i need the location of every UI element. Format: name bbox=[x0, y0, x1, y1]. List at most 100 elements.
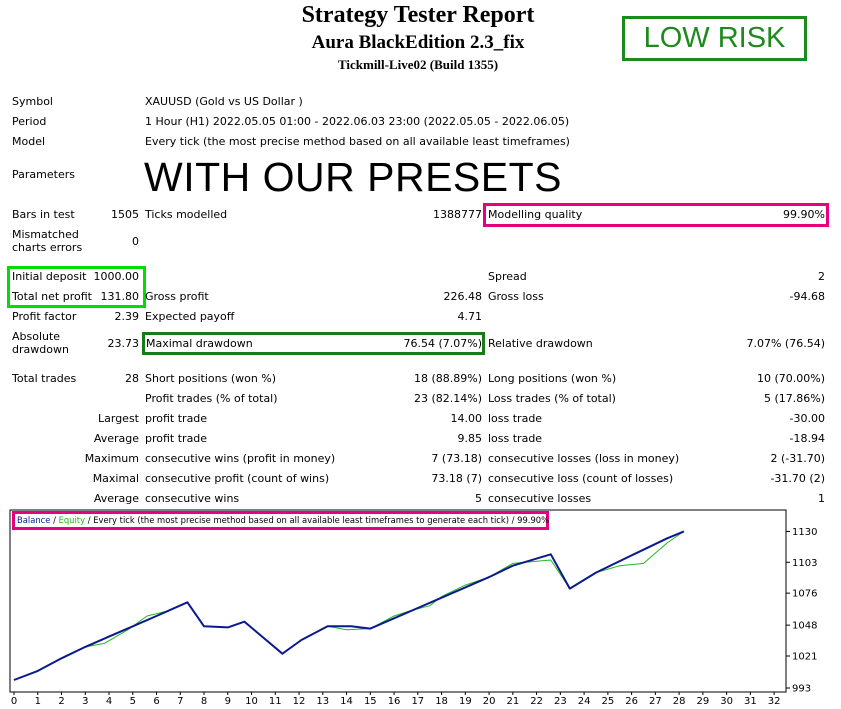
gross-loss-label: Gross loss bbox=[488, 290, 544, 303]
bars-value: 1505 bbox=[111, 208, 139, 221]
x-tick-label: 31 bbox=[744, 696, 757, 707]
x-tick-label: 6 bbox=[153, 696, 159, 707]
x-tick-label: 24 bbox=[578, 696, 591, 707]
y-tick-label: 1103 bbox=[792, 558, 817, 569]
period-label: Period bbox=[12, 115, 47, 128]
x-tick-label: 8 bbox=[201, 696, 207, 707]
y-tick-label: 1021 bbox=[792, 652, 817, 663]
low-risk-text: LOW RISK bbox=[643, 22, 786, 54]
average-consecutive-label: Average bbox=[93, 492, 139, 505]
x-tick-label: 30 bbox=[720, 696, 733, 707]
avg-consecutive-wins-label: consecutive wins bbox=[145, 492, 240, 505]
profit-factor-value: 2.39 bbox=[114, 310, 140, 323]
max-consecutive-losses-value: 2 (-31.70) bbox=[770, 452, 825, 465]
x-tick-label: 2 bbox=[58, 696, 64, 707]
x-tick-label: 21 bbox=[506, 696, 519, 707]
largest-profit-value: 14.00 bbox=[450, 412, 483, 425]
loss-trades-value: 5 (17.86%) bbox=[763, 392, 825, 405]
average-label: Average bbox=[93, 432, 139, 445]
x-tick-label: 7 bbox=[177, 696, 183, 707]
x-tick-label: 23 bbox=[554, 696, 567, 707]
symbol-value: XAUUSD (Gold vs US Dollar ) bbox=[145, 95, 303, 108]
y-tick-label: 1048 bbox=[792, 621, 817, 632]
x-tick-label: 25 bbox=[601, 696, 614, 707]
balance-equity-chart: 0 1 2 3 4 5 6 7 8 9 10 11 12 13 14 15 16 17 18 19 20 21 22 23 24… bbox=[9, 509, 817, 707]
mismatch-label: Mismatched bbox=[12, 228, 79, 241]
x-tick-label: 9 bbox=[225, 696, 231, 707]
spread-label: Spread bbox=[488, 270, 527, 283]
x-tick-label: 5 bbox=[130, 696, 136, 707]
max-consecutive-wins-label: consecutive wins (profit in money) bbox=[145, 452, 336, 465]
x-tick-label: 20 bbox=[483, 696, 496, 707]
legend-equity: Equity bbox=[58, 515, 86, 525]
x-tick-label: 22 bbox=[530, 696, 543, 707]
x-tick-label: 11 bbox=[269, 696, 282, 707]
low-risk-badge: LOW RISK bbox=[622, 16, 807, 61]
average-loss-value: -18.94 bbox=[789, 432, 825, 445]
maximal-loss-value: -31.70 (2) bbox=[770, 472, 825, 485]
absolute-drawdown-label-2: drawdown bbox=[12, 343, 69, 356]
y-tick-label: 1130 bbox=[792, 527, 817, 538]
x-tick-label: 16 bbox=[388, 696, 401, 707]
x-tick-label: 28 bbox=[673, 696, 686, 707]
x-tick-label: 26 bbox=[625, 696, 638, 707]
long-positions-value: 10 (70.00%) bbox=[756, 372, 825, 385]
avg-consecutive-losses-label: consecutive losses bbox=[488, 492, 592, 505]
deposit-profit-highlight bbox=[7, 266, 146, 308]
period-value: 1 Hour (H1) 2022.05.05 01:00 - 2022.06.0… bbox=[145, 115, 570, 128]
largest-loss-label: loss trade bbox=[488, 412, 543, 425]
x-tick-label: 14 bbox=[340, 696, 353, 707]
x-tick-label: 3 bbox=[82, 696, 88, 707]
average-profit-label: profit trade bbox=[145, 432, 208, 445]
bars-label: Bars in test bbox=[12, 208, 75, 221]
profit-factor-label: Profit factor bbox=[12, 310, 77, 323]
x-tick-label: 32 bbox=[768, 696, 781, 707]
x-tick-label: 0 bbox=[11, 696, 17, 707]
maximal-loss-label: consecutive loss (count of losses) bbox=[488, 472, 674, 485]
x-tick-label: 1 bbox=[35, 696, 41, 707]
expected-payoff-label: Expected payoff bbox=[145, 310, 235, 323]
maximal-drawdown-value: 76.54 (7.07%) bbox=[403, 337, 482, 350]
profit-trades-label: Profit trades (% of total) bbox=[145, 392, 278, 405]
x-tick-label: 10 bbox=[245, 696, 258, 707]
x-tick-label: 29 bbox=[696, 696, 709, 707]
x-tick-label: 19 bbox=[459, 696, 472, 707]
gross-profit-value: 226.48 bbox=[443, 290, 483, 303]
ticks-label: Ticks modelled bbox=[145, 208, 228, 221]
maximum-label: Maximum bbox=[84, 452, 139, 465]
net-profit-label: Total net profit bbox=[12, 290, 92, 303]
gross-profit-label: Gross profit bbox=[145, 290, 209, 303]
quality-value: 99.90% bbox=[783, 208, 825, 221]
y-tick-label: 1076 bbox=[792, 589, 817, 600]
net-profit-value: 131.80 bbox=[100, 290, 140, 303]
gross-loss-value: -94.68 bbox=[789, 290, 825, 303]
absolute-drawdown-label: Absolute bbox=[12, 330, 61, 343]
absolute-drawdown-value: 23.73 bbox=[107, 337, 140, 350]
max-consecutive-losses-label: consecutive losses (loss in money) bbox=[488, 452, 680, 465]
avg-consecutive-wins-value: 5 bbox=[475, 492, 482, 505]
series-balance-line bbox=[13, 530, 685, 681]
modelling-quality-highlight bbox=[483, 203, 829, 227]
average-loss-label: loss trade bbox=[488, 432, 543, 445]
maximal-profit-value: 73.18 (7) bbox=[431, 472, 482, 485]
x-tick-label: 17 bbox=[411, 696, 424, 707]
loss-trades-label: Loss trades (% of total) bbox=[488, 392, 616, 405]
profit-trades-value: 23 (82.14%) bbox=[413, 392, 482, 405]
maximal-drawdown-label: Maximal drawdown bbox=[146, 337, 253, 350]
server-name: Tickmill-Live02 (Build 1355) bbox=[337, 57, 499, 72]
largest-label: Largest bbox=[98, 412, 139, 425]
x-tick-label: 18 bbox=[435, 696, 448, 707]
max-consecutive-wins-value: 7 (73.18) bbox=[431, 452, 482, 465]
legend-balance: Balance bbox=[17, 515, 51, 525]
total-trades-value: 28 bbox=[125, 372, 139, 385]
symbol-label: Symbol bbox=[12, 95, 53, 108]
legend-description: / Every tick (the most precise method ba… bbox=[85, 515, 550, 525]
chart-legend-highlight bbox=[12, 511, 549, 530]
legend-separator: / bbox=[50, 515, 59, 525]
quality-label: Modelling quality bbox=[488, 208, 583, 221]
ticks-value: 1388777 bbox=[433, 208, 482, 221]
mismatch-value: 0 bbox=[132, 235, 139, 248]
largest-loss-value: -30.00 bbox=[789, 412, 825, 425]
maximal-label: Maximal bbox=[92, 472, 139, 485]
relative-drawdown-label: Relative drawdown bbox=[488, 337, 593, 350]
